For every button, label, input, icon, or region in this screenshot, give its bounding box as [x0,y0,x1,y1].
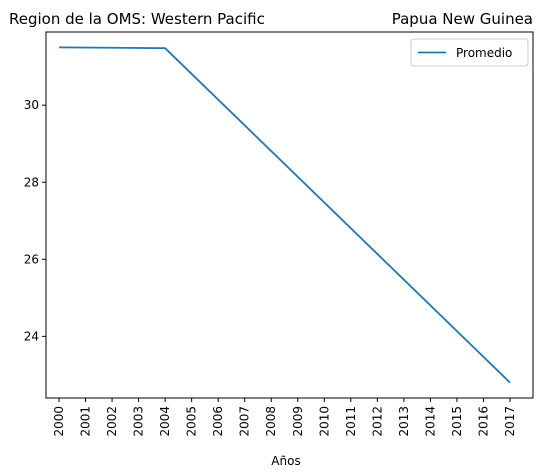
x-tick-label: 2012 [370,406,384,437]
y-tick-label: 24 [24,329,39,343]
x-tick-label: 2005 [185,406,199,437]
x-tick-label: 2002 [105,406,119,437]
x-tick-label: 2004 [158,406,172,437]
series-layer [58,46,511,384]
y-axis: 24 26 28 30 [24,98,46,343]
x-tick-label: 2006 [211,406,225,437]
x-tick-label: 2000 [52,406,66,437]
x-axis-label: Años [271,454,300,468]
x-tick-label: 2007 [238,406,252,437]
series-line-promedio [58,46,511,384]
x-tick-label: 2008 [264,406,278,437]
legend-label: Promedio [456,46,512,60]
y-tick-label: 30 [24,98,39,112]
x-tick-label: 2009 [291,406,305,437]
chart-title-left: Region de la OMS: Western Pacific [9,10,265,28]
y-tick-label: 28 [24,175,39,189]
x-tick-label: 2011 [344,406,358,437]
x-axis: 2000 2001 2002 2003 2004 2005 2006 2007 2008 2009… [52,398,517,437]
plot-area [45,31,534,399]
x-tick-label: 2001 [79,406,93,437]
x-tick-label: 2010 [317,406,331,437]
x-tick-label: 2017 [503,406,517,437]
legend-box [410,38,529,67]
x-tick-label: 2014 [423,406,437,437]
chart-title-right: Papua New Guinea [392,10,533,28]
y-tick-label: 26 [24,252,39,266]
x-tick-label: 2016 [476,406,490,437]
x-tick-label: 2013 [397,406,411,437]
x-tick-label: 2003 [132,406,146,437]
legend: Promedio [410,38,529,67]
x-tick-label: 2015 [450,406,464,437]
